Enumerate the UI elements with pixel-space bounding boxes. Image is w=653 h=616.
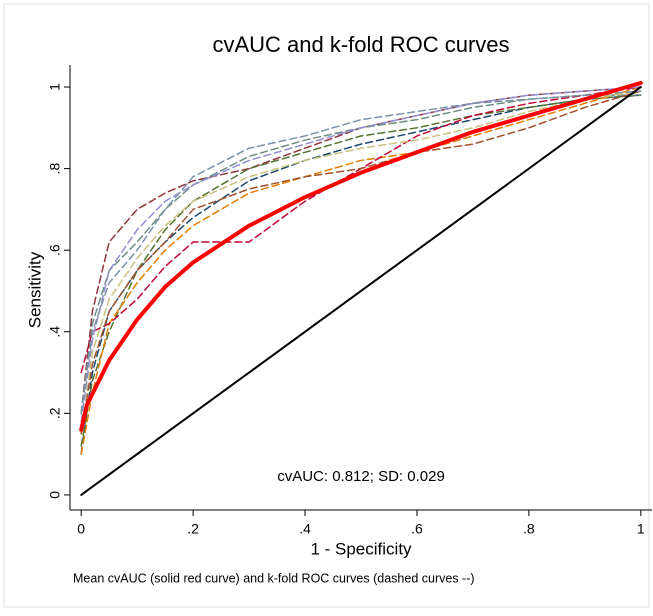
series-line xyxy=(80,86,642,496)
series-line xyxy=(80,90,642,415)
x-tick-label: 0 xyxy=(77,521,85,537)
x-tick-label: .2 xyxy=(187,521,199,537)
series-line xyxy=(80,86,642,415)
x-tick-label: .8 xyxy=(523,521,535,537)
series-line xyxy=(80,86,642,423)
y-axis-label: Sensitivity xyxy=(25,251,44,328)
series-line xyxy=(79,80,643,432)
series-line xyxy=(80,94,642,447)
y-tick-label: .4 xyxy=(47,326,63,338)
y-tick-label: .2 xyxy=(47,407,63,419)
x-tick-label: .4 xyxy=(299,521,311,537)
series-line xyxy=(80,90,642,435)
x-tick-label: 1 xyxy=(637,521,645,537)
y-tick-label: .6 xyxy=(47,244,63,256)
x-tick-label: .6 xyxy=(411,521,423,537)
note: Mean cvAUC (solid red curve) and k-fold … xyxy=(73,571,475,585)
annotation: cvAUC: 0.812; SD: 0.029 xyxy=(277,468,445,485)
series-line xyxy=(80,90,642,435)
chart-frame xyxy=(3,3,650,608)
series-line xyxy=(80,86,642,455)
x-axis-label: 1 - Specificity xyxy=(310,539,412,558)
y-tick-label: .8 xyxy=(47,163,63,175)
y-tick-label: 0 xyxy=(47,491,63,499)
y-tick-label: 1 xyxy=(47,83,63,91)
series-line xyxy=(80,86,642,374)
chart-title: cvAUC and k-fold ROC curves xyxy=(212,32,509,57)
